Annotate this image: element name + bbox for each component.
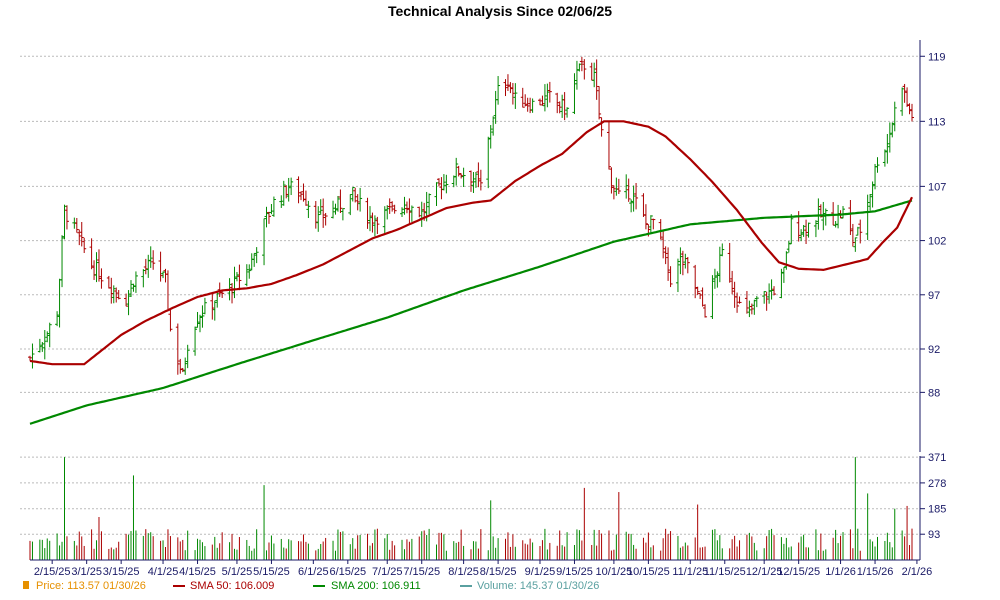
x-tick-label: 11/15/25	[704, 566, 746, 578]
x-tick-label: 8/1/25	[448, 566, 479, 578]
price-tick-label: 107	[928, 181, 946, 193]
volume-tick-label: 278	[928, 478, 946, 490]
volume-tick-label: 93	[928, 529, 940, 541]
x-tick-label: 5/1/25	[222, 566, 253, 578]
price-tick-label: 97	[928, 290, 940, 302]
legend-sma50: SMA 50: 106.009	[190, 580, 274, 592]
x-tick-label: 6/1/25	[298, 566, 329, 578]
legend-price: Price: 113.57 01/30/26	[36, 580, 146, 592]
x-tick-label: 3/15/25	[103, 566, 140, 578]
price-tick-label: 113	[928, 116, 946, 128]
volume-tick-label: 185	[928, 504, 946, 516]
x-tick-label: 1/15/26	[857, 566, 894, 578]
legend-sma200: SMA 200: 106.911	[331, 580, 421, 592]
x-tick-label: 12/1/25	[746, 566, 783, 578]
volume-bars	[29, 457, 913, 560]
x-tick-label: 2/1/26	[902, 566, 933, 578]
x-tick-label: 12/15/25	[777, 566, 820, 578]
x-tick-label: 4/15/25	[179, 566, 216, 578]
x-tick-label: 6/15/25	[329, 566, 366, 578]
price-bars	[28, 56, 914, 375]
x-tick-label: 10/15/25	[627, 566, 670, 578]
volume-axis: 93 185 278 371	[920, 452, 946, 541]
volume-gridlines	[20, 456, 920, 535]
price-tick-label: 119	[928, 51, 946, 63]
legend: Price: 113.57 01/30/26 SMA 50: 106.009 S…	[23, 580, 599, 592]
sma50-line	[29, 120, 913, 366]
x-tick-label: 5/15/25	[253, 566, 290, 578]
x-tick-label: 10/1/25	[596, 566, 633, 578]
x-tick-label: 4/1/25	[148, 566, 179, 578]
x-tick-label: 8/15/25	[480, 566, 517, 578]
x-tick-label: 11/1/25	[672, 566, 708, 578]
x-tick-label: 3/1/25	[71, 566, 102, 578]
x-tick-label: 7/15/25	[403, 566, 440, 578]
x-tick-label: 1/1/26	[825, 566, 856, 578]
sma200-line	[29, 199, 913, 425]
x-tick-label: 9/15/25	[556, 566, 593, 578]
x-tick-label: 2/15/25	[34, 566, 71, 578]
legend-volume: Volume: 145.37 01/30/26	[477, 580, 599, 592]
price-tick-label: 102	[928, 236, 946, 248]
volume-tick-label: 371	[928, 452, 946, 464]
price-axis: 88 92 97 102 107 113 119	[920, 51, 946, 399]
x-tick-label: 7/1/25	[372, 566, 403, 578]
chart-title: Technical Analysis Since 02/06/25	[388, 3, 612, 19]
price-gridlines	[20, 55, 920, 393]
x-tick-label: 9/1/25	[525, 566, 556, 578]
price-tick-label: 88	[928, 387, 940, 399]
legend-price-swatch	[23, 581, 29, 589]
x-axis: 2/15/25 3/1/25 3/15/25 4/1/25 4/15/25 5/1/25 5…	[34, 560, 932, 578]
price-tick-label: 92	[928, 344, 940, 356]
